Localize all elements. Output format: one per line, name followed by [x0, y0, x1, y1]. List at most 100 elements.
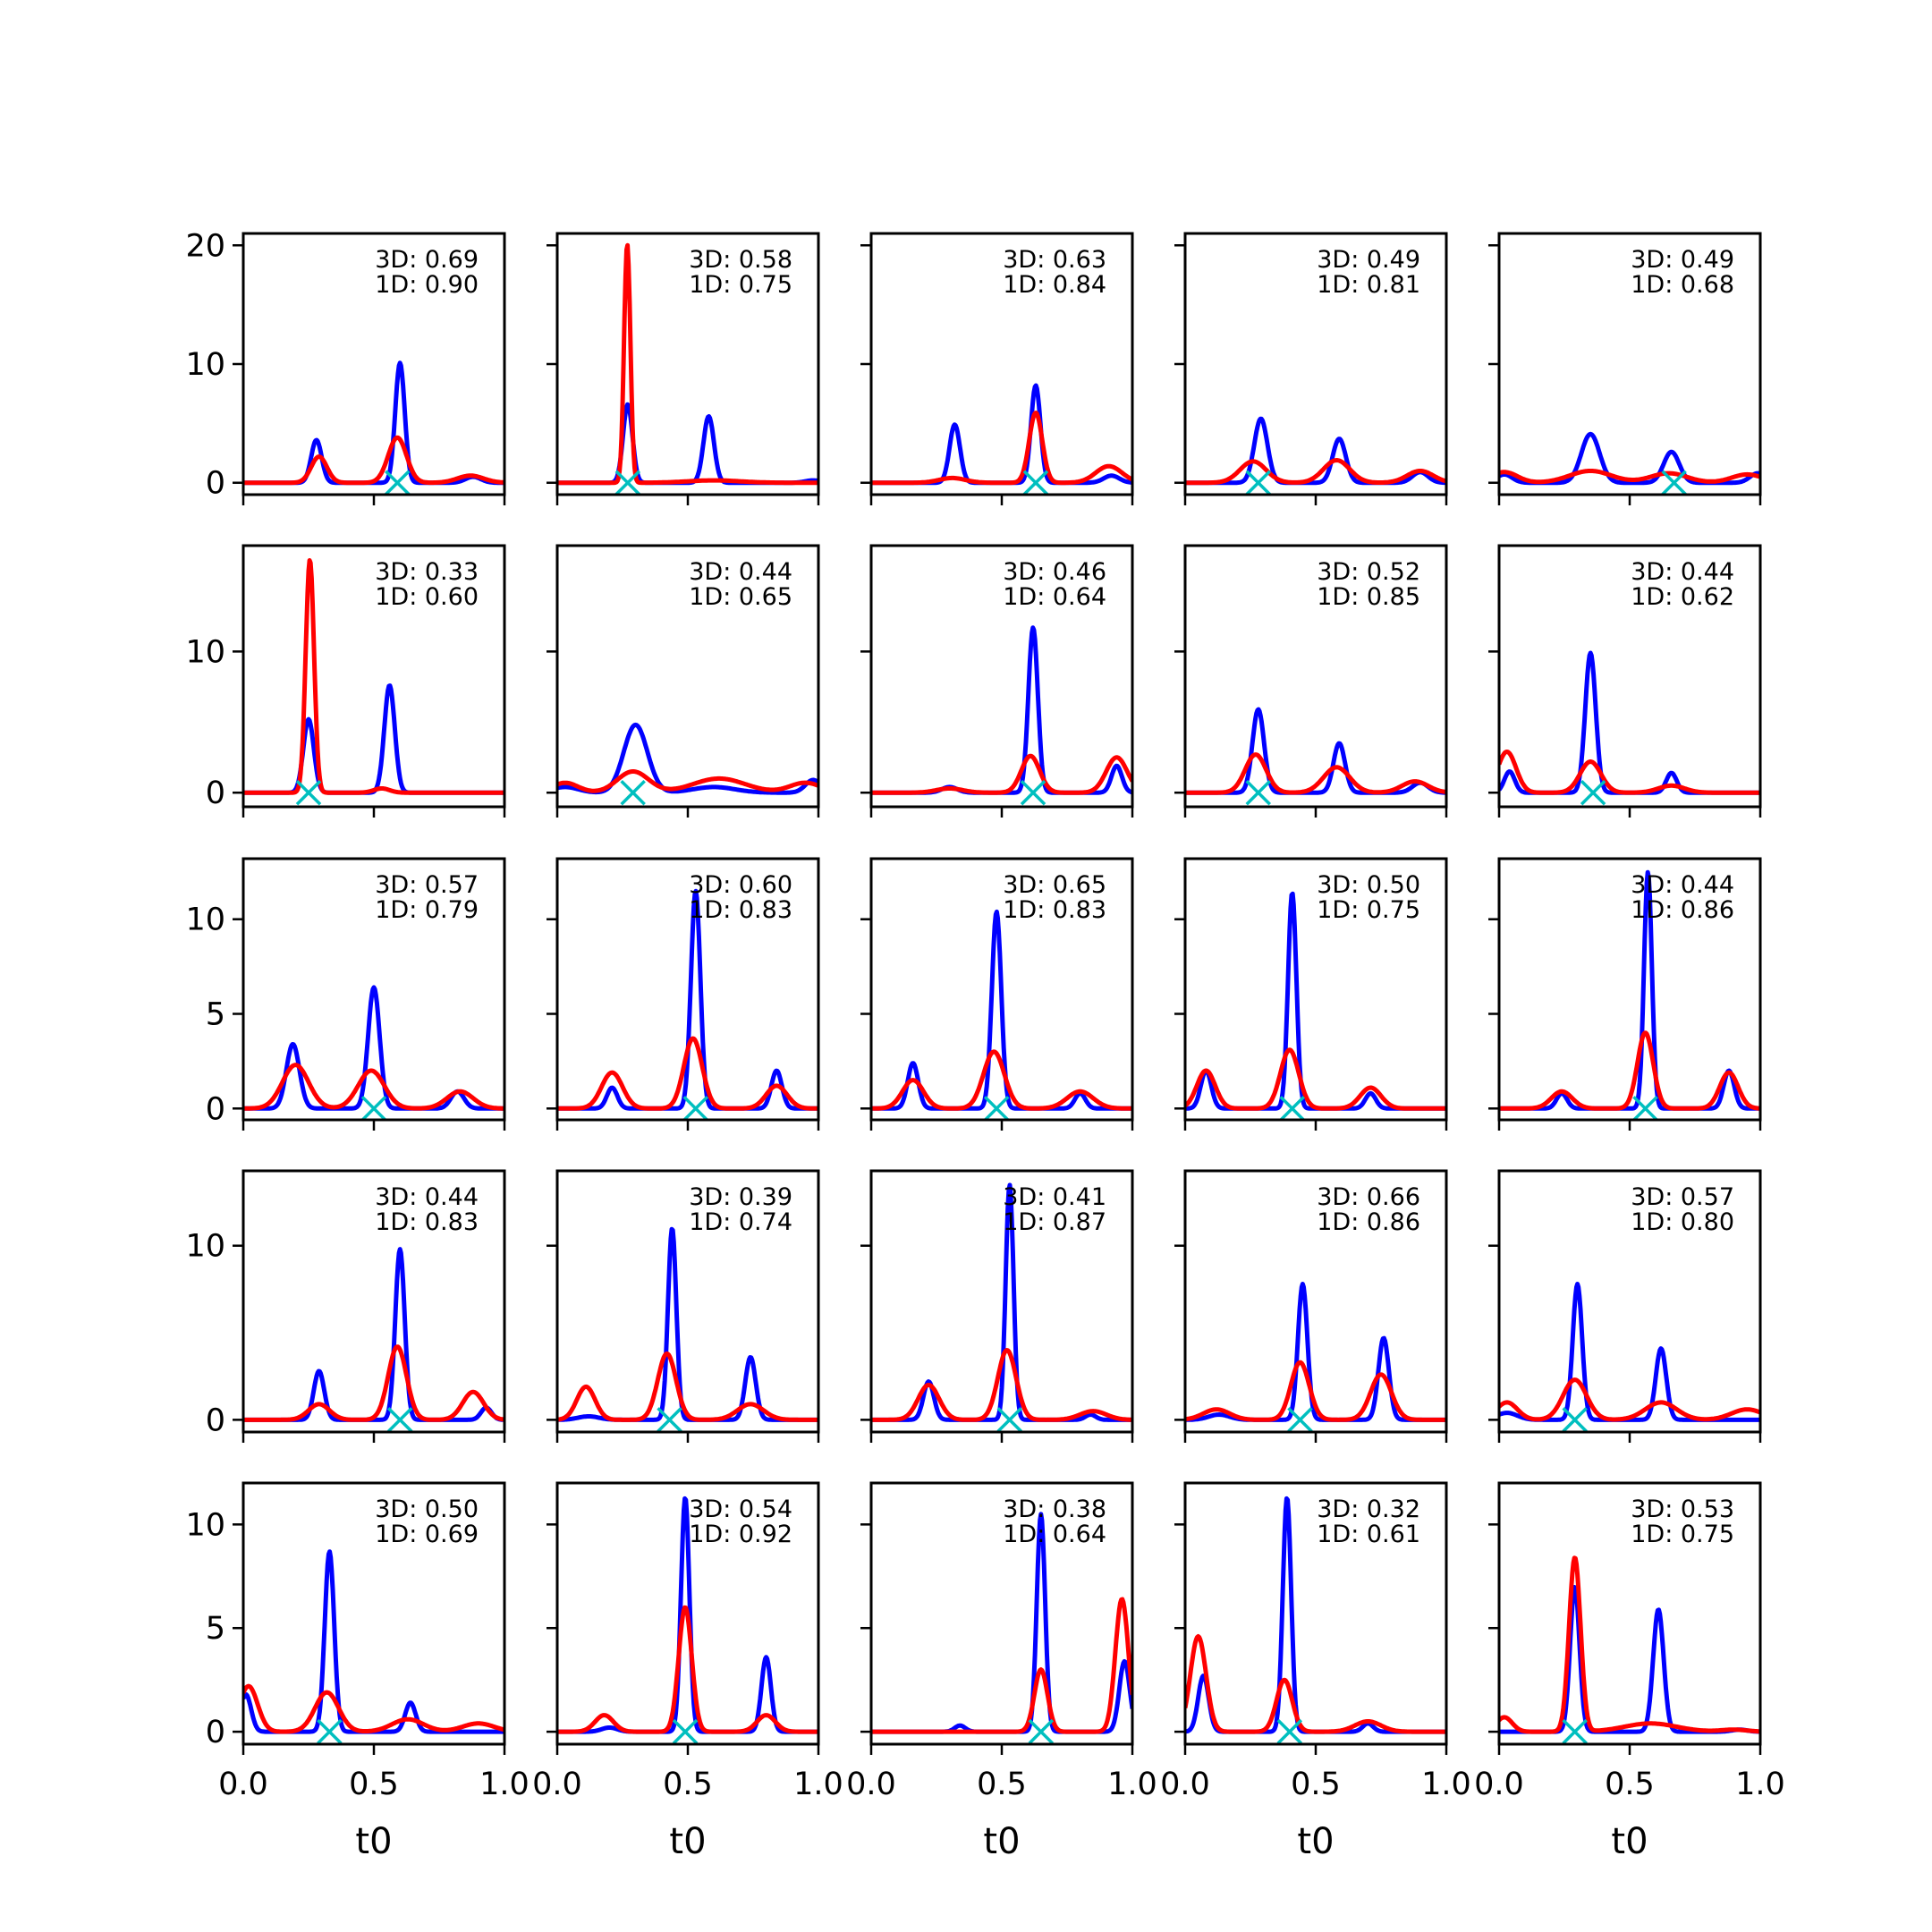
true-t0-marker [317, 1718, 343, 1744]
score-3d-label: 3D: 0.33 [375, 558, 479, 586]
series-3d-line [243, 1549, 504, 1734]
series-1d-line [871, 411, 1132, 486]
plot-area [243, 985, 504, 1120]
score-3d-label: 3D: 0.65 [1003, 871, 1106, 899]
x-tick-label: 0.0 [1474, 1767, 1524, 1802]
y-tick-label: 0 [206, 775, 225, 811]
score-3d-label: 3D: 0.49 [1631, 246, 1734, 274]
score-3d-label: 3D: 0.50 [375, 1496, 479, 1523]
series-3d-line [871, 625, 1132, 795]
plot-area [243, 558, 504, 806]
score-1d-label: 1D: 0.79 [375, 896, 479, 924]
score-3d-label: 3D: 0.44 [689, 558, 792, 586]
series-3d-line [243, 360, 504, 486]
series-1d-line [557, 1036, 818, 1111]
plot-area [557, 888, 818, 1120]
plot-area [1185, 707, 1446, 806]
x-axis-label: t0 [1297, 1821, 1334, 1862]
plot-area [1185, 891, 1446, 1120]
series-1d-line [1185, 752, 1446, 795]
true-t0-marker [983, 1096, 1010, 1120]
series-3d-line [1185, 707, 1446, 795]
true-t0-marker [386, 1407, 413, 1432]
series-1d-line [557, 1351, 818, 1422]
score-1d-label: 1D: 0.68 [1631, 271, 1734, 299]
series-1d-line [557, 242, 818, 486]
score-3d-label: 3D: 0.54 [689, 1496, 792, 1523]
score-3d-label: 3D: 0.32 [1317, 1496, 1420, 1523]
series-1d-line [1185, 458, 1446, 486]
true-t0-marker [996, 1407, 1022, 1432]
x-tick-label: 1.0 [479, 1767, 530, 1802]
true-t0-marker [1022, 470, 1049, 495]
series-3d-line [1499, 650, 1760, 795]
true-t0-marker [1632, 1096, 1658, 1120]
x-tick-label: 1.0 [793, 1767, 843, 1802]
series-1d-line [1185, 1634, 1446, 1734]
series-3d-line [871, 1182, 1132, 1422]
series-3d-line [1185, 416, 1446, 486]
series-1d-line [557, 1605, 818, 1734]
series-1d-line [243, 1683, 504, 1734]
series-1d-line [243, 1344, 504, 1422]
x-tick-label: 0.5 [1291, 1767, 1341, 1802]
series-3d-line [243, 985, 504, 1111]
score-1d-label: 1D: 0.86 [1631, 896, 1734, 924]
score-1d-label: 1D: 0.75 [1317, 896, 1420, 924]
score-3d-label: 3D: 0.49 [1317, 246, 1420, 274]
series-1d-line [1499, 750, 1760, 795]
score-1d-label: 1D: 0.81 [1317, 271, 1420, 299]
y-tick-label: 0 [206, 1402, 225, 1438]
score-3d-label: 3D: 0.57 [1631, 1183, 1734, 1211]
score-3d-label: 3D: 0.58 [689, 246, 792, 274]
series-3d-line [1185, 1282, 1446, 1422]
true-t0-marker [672, 1718, 699, 1744]
series-1d-line [871, 753, 1132, 795]
series-1d-line [243, 558, 504, 795]
y-tick-label: 5 [206, 1611, 225, 1647]
series-1d-line [871, 1597, 1132, 1734]
plot-area [557, 1226, 818, 1432]
score-1d-label: 1D: 0.85 [1317, 583, 1420, 611]
score-3d-label: 3D: 0.39 [689, 1183, 792, 1211]
true-t0-marker [657, 1407, 682, 1432]
series-1d-line [243, 1063, 504, 1111]
series-1d-line [871, 1049, 1132, 1111]
score-3d-label: 3D: 0.44 [375, 1183, 479, 1211]
plot-area [557, 242, 818, 495]
y-tick-label: 0 [206, 1091, 225, 1127]
plot-area [1499, 1282, 1760, 1432]
score-1d-label: 1D: 0.90 [375, 271, 479, 299]
score-3d-label: 3D: 0.66 [1317, 1183, 1420, 1211]
series-3d-line [557, 722, 818, 795]
score-3d-label: 3D: 0.46 [1003, 558, 1106, 586]
score-3d-label: 3D: 0.44 [1631, 871, 1734, 899]
plot-area [871, 1182, 1132, 1432]
score-1d-label: 1D: 0.61 [1317, 1521, 1420, 1548]
series-3d-line [243, 1247, 504, 1422]
plot-area [1499, 869, 1760, 1120]
x-tick-label: 0.5 [349, 1767, 399, 1802]
series-3d-line [871, 383, 1132, 486]
x-tick-label: 1.0 [1735, 1767, 1785, 1802]
score-1d-label: 1D: 0.64 [1003, 1521, 1106, 1548]
y-tick-label: 10 [185, 347, 225, 383]
plot-area [1185, 1282, 1446, 1432]
series-1d-line [1185, 1360, 1446, 1422]
score-1d-label: 1D: 0.69 [375, 1521, 479, 1548]
series-3d-line [1499, 431, 1760, 486]
plot-area [243, 1549, 504, 1744]
true-t0-marker [1028, 1718, 1055, 1744]
